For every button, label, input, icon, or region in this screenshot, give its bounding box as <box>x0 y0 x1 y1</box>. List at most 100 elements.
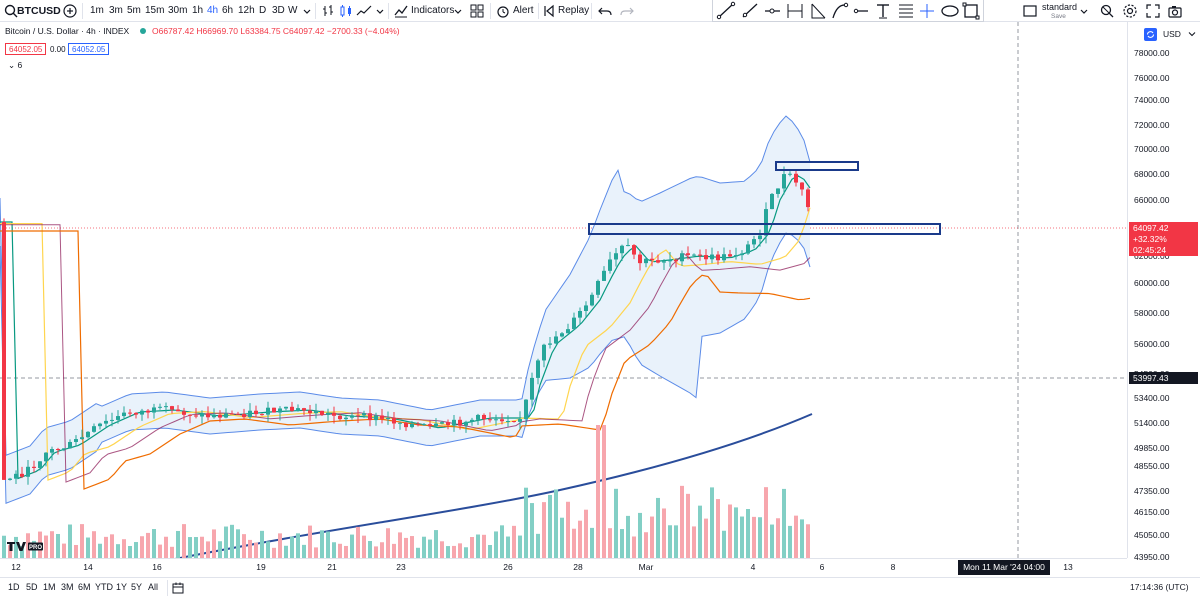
volume-bar <box>14 536 18 558</box>
candle-body <box>572 317 576 330</box>
gear-icon[interactable] <box>1122 3 1138 19</box>
ellipse-icon[interactable] <box>941 5 959 17</box>
candle-body <box>32 466 36 468</box>
interval-12h[interactable]: 12h <box>238 5 255 16</box>
alarm-clock-icon[interactable] <box>495 3 511 19</box>
chevron-down-icon[interactable] <box>299 3 315 19</box>
candle-body <box>320 410 324 415</box>
currency-label[interactable]: USD <box>1163 29 1181 39</box>
sell-price-box[interactable]: 64052.05 <box>5 43 47 55</box>
volume-bar <box>278 533 282 558</box>
candle-body <box>236 413 240 415</box>
volume-bar <box>344 545 348 558</box>
interval-15m[interactable]: 15m <box>145 5 165 16</box>
line-style-icon[interactable] <box>356 3 372 19</box>
volume-bar <box>314 547 318 558</box>
range-6m[interactable]: 6M <box>78 582 91 592</box>
candle-body <box>782 174 786 189</box>
price-axis[interactable]: USD 78000.00 76000.00 74000.00 72000.00 7000… <box>1127 22 1200 562</box>
rectangle-icon[interactable] <box>962 2 980 20</box>
candle-body <box>338 415 342 420</box>
candle-style-icon[interactable] <box>338 3 354 19</box>
range-5d[interactable]: 5D <box>26 582 38 592</box>
candle-body <box>26 466 30 477</box>
interval-w[interactable]: W <box>288 5 298 16</box>
replay-icon[interactable] <box>541 3 557 19</box>
range-1d[interactable]: 1D <box>8 582 20 592</box>
time-axis[interactable]: 12 14 16 19 21 23 26 28 Mar 4 6 8 13 Mon 11 Mar '24 … <box>0 558 1127 575</box>
candle-body <box>242 413 246 418</box>
volume-bar <box>302 544 306 558</box>
date-range-icon[interactable] <box>787 4 803 18</box>
candle-body <box>650 258 654 261</box>
volume-bar <box>380 542 384 558</box>
quick-search-icon[interactable] <box>1099 3 1115 19</box>
range-3m[interactable]: 3M <box>61 582 74 592</box>
collapse-indicators[interactable]: ⌄ 6 <box>8 60 22 71</box>
horizontal-line-icon[interactable] <box>853 8 868 14</box>
interval-4h[interactable]: 4h <box>207 5 219 16</box>
undo-icon[interactable] <box>597 3 613 19</box>
redo-icon[interactable] <box>619 3 635 19</box>
resistance-zone-box <box>775 161 859 171</box>
interval-3d[interactable]: 3D <box>272 5 285 16</box>
symbol-search[interactable]: BTCUSD <box>17 5 61 17</box>
replay-button[interactable]: Replay <box>558 5 590 16</box>
fib-retracement-icon[interactable] <box>899 4 913 18</box>
horizontal-ray-icon[interactable] <box>765 8 780 14</box>
volume-bar <box>410 536 414 558</box>
search-icon[interactable] <box>3 3 19 19</box>
price-range-icon[interactable] <box>811 3 826 19</box>
volume-bar <box>164 536 168 558</box>
chart-plot-area[interactable] <box>0 22 1127 558</box>
volume-bar <box>176 530 180 558</box>
interval-6h[interactable]: 6h <box>222 5 234 16</box>
range-1y[interactable]: 1Y <box>116 582 128 592</box>
buy-price-box[interactable]: 64052.05 <box>68 43 110 55</box>
symbol-title[interactable]: Bitcoin / U.S. Dollar · 4h · INDEX <box>5 26 130 36</box>
curve-icon[interactable] <box>832 2 849 19</box>
range-ytd[interactable]: YTD <box>95 582 113 592</box>
date-range-icon[interactable] <box>171 581 185 595</box>
chevron-down-icon[interactable] <box>1187 29 1197 39</box>
chevron-down-icon[interactable] <box>450 3 466 19</box>
volume-bar <box>566 501 570 558</box>
chevron-down-icon[interactable] <box>372 3 388 19</box>
chevron-down-icon[interactable] <box>1076 3 1092 19</box>
camera-icon[interactable] <box>1167 3 1183 19</box>
interval-1h[interactable]: 1h <box>192 5 204 16</box>
candle-body <box>110 419 114 421</box>
interval-5m[interactable]: 5m <box>127 5 141 16</box>
bar-style-icon[interactable] <box>320 3 336 19</box>
volume-bar <box>218 541 222 558</box>
crosshair-icon[interactable] <box>920 4 934 18</box>
volume-bar <box>584 509 588 558</box>
interval-d[interactable]: D <box>259 5 267 16</box>
candle-body <box>170 406 174 410</box>
alert-button[interactable]: Alert <box>513 5 534 16</box>
candle-body <box>524 399 528 420</box>
range-all[interactable]: All <box>148 582 159 592</box>
indicators-icon[interactable] <box>393 3 409 19</box>
candle-body <box>350 415 354 418</box>
indicators-button[interactable]: Indicators <box>411 5 455 16</box>
candle-body <box>566 329 570 334</box>
text-icon[interactable] <box>877 4 889 19</box>
sync-icon[interactable] <box>1144 28 1157 41</box>
layout-icon[interactable] <box>1022 3 1038 19</box>
layouts-grid-icon[interactable] <box>469 3 485 19</box>
candle-body <box>260 414 264 416</box>
trend-line-icon[interactable] <box>716 1 736 20</box>
interval-3m[interactable]: 3m <box>109 5 123 16</box>
range-5y[interactable]: 5Y <box>131 582 143 592</box>
interval-30m[interactable]: 30m <box>168 5 188 16</box>
utc-clock[interactable]: 17:14:36 (UTC) <box>1130 582 1189 592</box>
layout-save[interactable]: Save <box>1051 13 1066 20</box>
add-symbol-icon[interactable] <box>62 3 78 19</box>
interval-1m[interactable]: 1m <box>90 5 104 16</box>
ray-icon[interactable] <box>742 3 758 18</box>
layout-name[interactable]: standard <box>1042 2 1078 12</box>
range-1m[interactable]: 1M <box>43 582 56 592</box>
price-chart[interactable] <box>0 22 1127 558</box>
fullscreen-icon[interactable] <box>1145 3 1161 19</box>
